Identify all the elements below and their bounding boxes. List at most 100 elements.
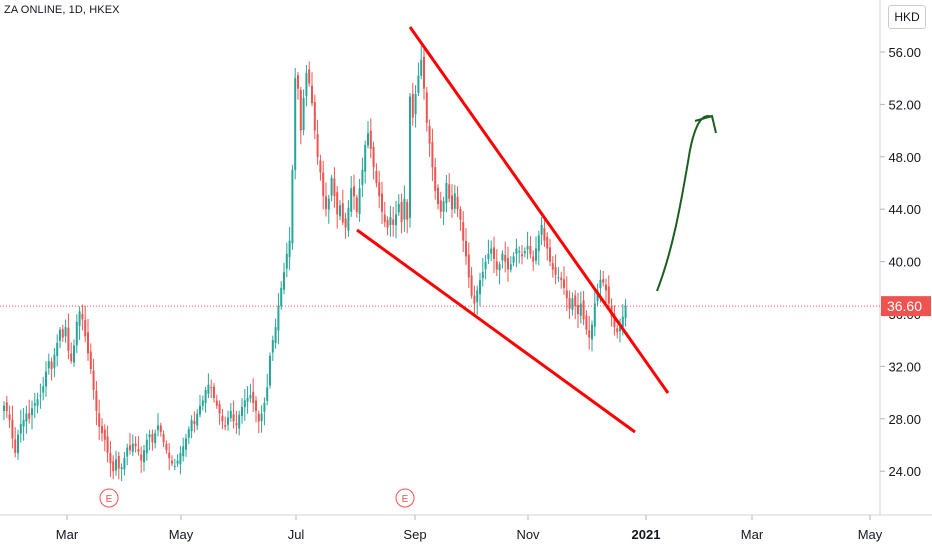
candle — [409, 92, 411, 228]
candle-body — [448, 184, 451, 199]
candle — [3, 401, 5, 421]
candle — [476, 285, 479, 315]
candle — [451, 184, 453, 218]
candle-body — [106, 436, 109, 453]
candle — [137, 436, 140, 456]
candle-body — [465, 241, 467, 257]
candle-body — [187, 429, 190, 438]
candle — [543, 218, 546, 247]
earnings-marker-2[interactable]: E — [395, 488, 415, 508]
candle-body — [11, 419, 14, 439]
candle — [339, 200, 341, 221]
y-tick-label: 56.00 — [888, 45, 921, 60]
candle — [67, 313, 70, 360]
candle — [263, 397, 266, 426]
candle — [59, 327, 61, 349]
candle-body — [322, 172, 325, 197]
candle — [479, 272, 481, 307]
candle-body — [269, 355, 271, 386]
candle-body — [375, 171, 378, 183]
candle — [280, 281, 283, 310]
candle-body — [484, 261, 487, 270]
candle — [425, 86, 428, 132]
candle — [168, 443, 171, 471]
candle — [395, 200, 397, 239]
candle — [484, 254, 487, 280]
candle-body — [621, 316, 624, 328]
candle-body — [459, 209, 462, 220]
candle — [361, 157, 364, 198]
candle — [241, 398, 243, 424]
candle-body — [89, 351, 92, 370]
candle — [378, 170, 381, 209]
candle-body — [266, 387, 269, 401]
candle-body — [126, 447, 129, 457]
candle — [126, 443, 129, 466]
candle-body — [470, 275, 473, 296]
candle — [389, 205, 392, 237]
candle-body — [599, 279, 602, 289]
candle-body — [414, 93, 417, 115]
candle — [8, 405, 11, 429]
candle-body — [619, 327, 621, 332]
candle — [319, 154, 322, 181]
candle — [383, 201, 386, 228]
candle-body — [151, 434, 154, 443]
candle-body — [546, 236, 549, 249]
candle — [579, 291, 582, 324]
candle — [84, 305, 87, 343]
candle — [336, 185, 339, 229]
candle — [512, 252, 515, 267]
earnings-marker-1[interactable]: E — [99, 488, 119, 508]
candle — [557, 267, 560, 283]
candle — [201, 395, 204, 411]
currency-button[interactable]: HKD — [888, 5, 926, 29]
candle — [509, 256, 512, 273]
candle — [297, 71, 299, 100]
candle — [347, 200, 350, 237]
y-tick-label: 32.00 — [888, 359, 921, 374]
candle-body — [221, 416, 224, 422]
candle-body — [112, 461, 115, 472]
candle — [372, 141, 375, 180]
candle — [227, 410, 229, 431]
candle — [53, 348, 56, 378]
candle — [36, 392, 39, 414]
candle — [330, 175, 333, 202]
candle — [495, 249, 498, 277]
candle-body — [495, 261, 498, 270]
candle — [445, 175, 448, 213]
candle-body — [39, 395, 42, 397]
candle-body — [417, 75, 420, 94]
candle — [442, 196, 445, 225]
candle — [439, 191, 442, 219]
candle-body — [439, 200, 442, 212]
candle-body — [176, 460, 179, 464]
candle — [70, 342, 73, 364]
candle — [588, 316, 591, 350]
candle — [31, 400, 33, 430]
x-tick-label: May — [169, 527, 194, 542]
candle-body — [297, 75, 299, 89]
earnings-marker-circle — [99, 488, 119, 508]
candle-body — [316, 134, 319, 157]
candle-body — [616, 328, 619, 333]
candle — [397, 194, 400, 216]
candle-body — [330, 177, 333, 196]
candle-body — [501, 253, 504, 261]
candle — [470, 266, 473, 299]
lower-trendline — [356, 228, 636, 434]
candle-body — [207, 384, 210, 394]
candle — [529, 236, 532, 259]
candle — [140, 446, 143, 473]
trendline-drawings — [356, 26, 717, 434]
candle-body — [311, 85, 313, 104]
candle-body — [372, 146, 375, 168]
candle-body — [81, 314, 84, 320]
candle — [308, 61, 311, 87]
candle-body — [257, 413, 260, 422]
candle-body — [428, 126, 431, 144]
candle-body — [28, 413, 31, 419]
candle-body — [607, 286, 610, 304]
